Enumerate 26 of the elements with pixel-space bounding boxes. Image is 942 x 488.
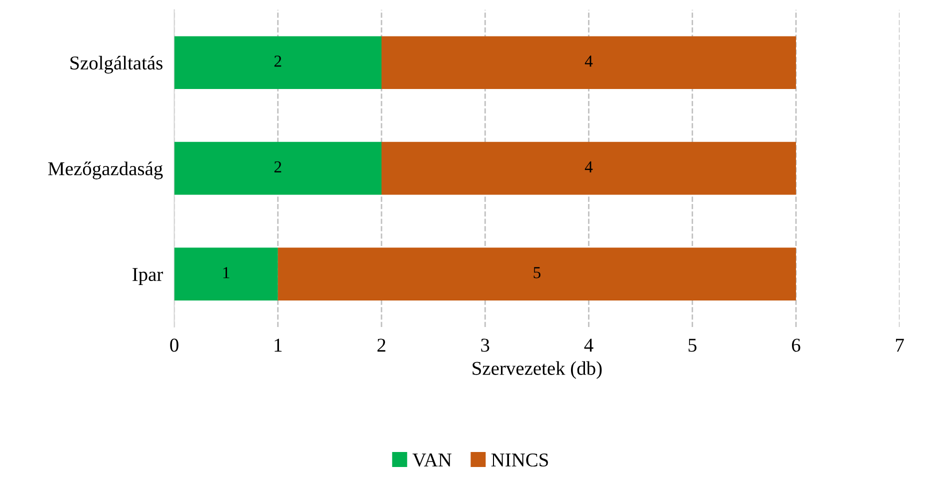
legend-label: NINCS xyxy=(491,453,548,467)
y-tick-label: Mezőgazdaság xyxy=(48,162,163,180)
bar xyxy=(278,248,796,301)
x-tick-label: 3 xyxy=(481,338,490,352)
x-tick-label: 4 xyxy=(584,338,594,352)
bar xyxy=(174,142,382,195)
y-tick-label: Szolgáltatás xyxy=(70,56,162,74)
data-label: 4 xyxy=(584,56,593,67)
bar xyxy=(382,36,796,90)
x-tick-label: 6 xyxy=(792,338,800,352)
data-label: 2 xyxy=(274,161,282,172)
data-label: 2 xyxy=(274,56,282,67)
data-label: 1 xyxy=(223,267,230,278)
x-tick-label: 5 xyxy=(688,338,696,352)
x-axis-title: Szervezetek (db) xyxy=(472,361,602,379)
x-tick-label: 7 xyxy=(896,338,904,352)
data-label: 4 xyxy=(584,161,593,172)
bar xyxy=(174,248,278,301)
x-tick-label: 2 xyxy=(378,338,386,352)
bar xyxy=(382,142,796,195)
x-tick-label: 1 xyxy=(274,338,282,352)
bar xyxy=(174,36,382,90)
data-label: 5 xyxy=(534,267,540,278)
x-tick-label: 0 xyxy=(170,338,178,352)
legend-label: VAN xyxy=(412,454,452,467)
y-tick-label: Ipar xyxy=(132,268,163,285)
